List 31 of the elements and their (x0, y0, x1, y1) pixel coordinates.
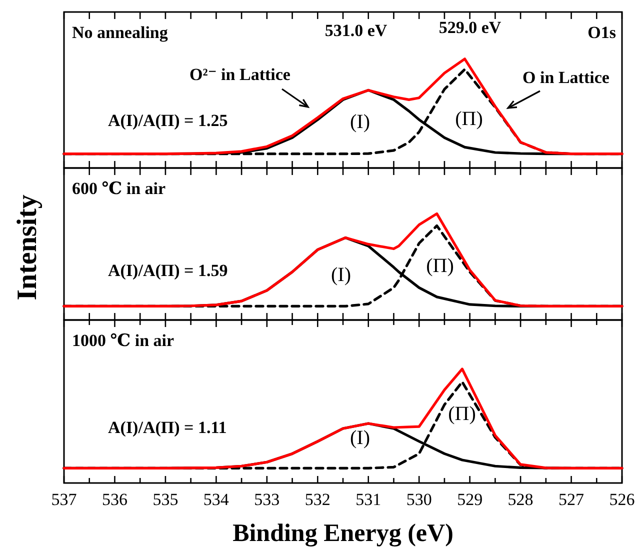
annotation: (I) (350, 427, 370, 449)
annotation: A(I)/A(Π) = 1.11 (108, 418, 227, 437)
chart-title: 600 ℃ in air (72, 179, 166, 198)
annotation: A(I)/A(Π) = 1.59 (108, 261, 228, 280)
text: 529.0 eV (438, 18, 502, 37)
x-tick-label: 532 (304, 490, 330, 509)
x-tick-label: 536 (102, 490, 128, 509)
x-tick-label: 529 (457, 490, 483, 509)
annotation: (Π) (455, 108, 483, 130)
x-axis-title: Binding Eneryg (eV) (232, 520, 454, 547)
annotation: (Π) (448, 403, 476, 425)
x-tick-label: 527 (558, 490, 585, 509)
x-tick-label: 534 (203, 490, 230, 509)
x-tick-label: 526 (609, 490, 635, 509)
x-tick-label: 533 (254, 490, 280, 509)
annotation: (I) (350, 111, 370, 133)
annotation: O²⁻ in Lattice (190, 65, 291, 84)
x-tick-label: 535 (152, 490, 178, 509)
text: O1s (588, 23, 616, 42)
annotation: A(I)/A(Π) = 1.25 (108, 111, 228, 130)
x-tick-label: 537 (51, 490, 78, 509)
x-tick-label: 530 (406, 490, 432, 509)
annotation: (I) (331, 264, 351, 286)
annotation: O in Lattice (522, 68, 610, 87)
x-tick-label: 528 (508, 490, 534, 509)
y-axis-title: Intensity (12, 194, 43, 300)
x-tick-label: 531 (356, 490, 382, 509)
annotation: (Π) (426, 255, 454, 277)
chart-title: 1000 ℃ in air (72, 331, 175, 350)
chart-title: No annealing (72, 23, 168, 42)
text: 531.0 eV (324, 21, 388, 40)
